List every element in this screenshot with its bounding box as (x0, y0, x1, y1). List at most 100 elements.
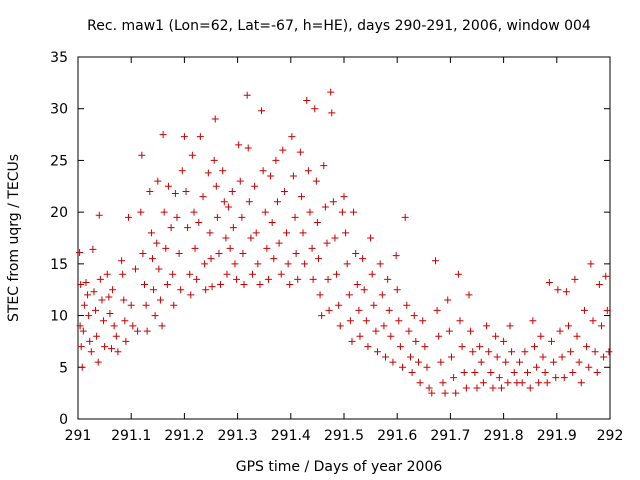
data-point (338, 208, 346, 216)
data-point (233, 275, 241, 283)
data-point (483, 322, 491, 330)
data-point (356, 332, 364, 340)
data-point (76, 248, 84, 256)
data-point (521, 348, 529, 356)
data-point (308, 244, 316, 252)
data-point (199, 193, 207, 201)
data-point (228, 187, 236, 195)
data-point (605, 348, 613, 356)
data-point (93, 332, 101, 340)
data-point (154, 177, 162, 185)
data-point (387, 332, 395, 340)
data-point (207, 255, 215, 263)
data-point (320, 162, 328, 170)
data-point (597, 322, 605, 330)
data-point (292, 250, 300, 258)
data-point (139, 250, 147, 258)
data-point (122, 337, 130, 345)
data-point (86, 337, 94, 345)
data-point (587, 260, 595, 268)
data-point (153, 239, 161, 247)
data-point (441, 389, 449, 397)
y-tick-label: 30 (50, 102, 68, 118)
data-point (125, 213, 133, 221)
data-point (372, 327, 380, 335)
data-point (150, 286, 158, 294)
data-point (510, 368, 518, 376)
data-point (184, 224, 192, 232)
data-point (306, 208, 314, 216)
data-point (489, 384, 497, 392)
x-tick-label: 291.1 (111, 428, 151, 444)
data-point (323, 239, 331, 247)
data-point (445, 327, 453, 335)
data-point (222, 234, 230, 242)
data-point (535, 379, 543, 387)
data-point (331, 234, 339, 242)
data-point (552, 374, 560, 382)
data-point (504, 379, 512, 387)
data-point (328, 109, 336, 117)
data-point (80, 301, 88, 309)
data-point (492, 332, 500, 340)
data-point (299, 229, 307, 237)
data-point (595, 281, 603, 289)
data-point (405, 327, 413, 335)
data-point (94, 358, 102, 366)
data-point (335, 301, 343, 309)
data-point (272, 156, 280, 164)
data-point (364, 343, 372, 351)
data-point (208, 283, 216, 291)
data-point (456, 317, 464, 325)
x-axis-title: GPS time / Days of year 2006 (236, 459, 443, 475)
data-point (206, 229, 214, 237)
axis-ticks: 291 291.1 291.2 291.3 291.4 291.5 291.6 291.7 29… (50, 50, 623, 444)
data-point (138, 151, 146, 159)
data-point (119, 270, 127, 278)
data-point (304, 167, 312, 175)
data-point (175, 250, 183, 258)
data-point (188, 151, 196, 159)
data-point (603, 306, 611, 314)
data-point (98, 296, 106, 304)
data-point (479, 379, 487, 387)
x-tick-label: 291.7 (430, 428, 470, 444)
data-point (106, 310, 114, 318)
data-point (229, 224, 237, 232)
data-point (360, 286, 368, 294)
data-point (173, 213, 181, 221)
data-point (105, 293, 113, 301)
data-point (321, 203, 329, 211)
data-point (235, 141, 243, 149)
x-tick-label: 291.9 (537, 428, 577, 444)
data-point (487, 368, 495, 376)
data-point (389, 358, 397, 366)
data-point (589, 317, 597, 325)
data-point (196, 133, 204, 141)
data-point (518, 379, 526, 387)
data-point (309, 275, 317, 283)
data-point (275, 239, 283, 247)
data-point (428, 389, 436, 397)
data-point (311, 105, 319, 113)
data-point (129, 322, 137, 330)
data-point (217, 281, 225, 289)
data-point (550, 358, 558, 366)
data-point (359, 255, 367, 263)
data-point (164, 182, 172, 190)
data-point (577, 379, 585, 387)
data-point (96, 275, 104, 283)
data-point (219, 167, 227, 175)
x-tick-label: 291.8 (484, 428, 524, 444)
data-point (327, 88, 335, 96)
data-point (240, 281, 248, 289)
data-point (247, 234, 255, 242)
data-point (77, 343, 85, 351)
data-point (575, 358, 583, 366)
data-point (410, 312, 418, 320)
data-point (127, 301, 135, 309)
data-point (267, 172, 275, 180)
y-axis-title: STEC from uqrg / TECUs (6, 154, 22, 322)
data-point (381, 353, 389, 361)
